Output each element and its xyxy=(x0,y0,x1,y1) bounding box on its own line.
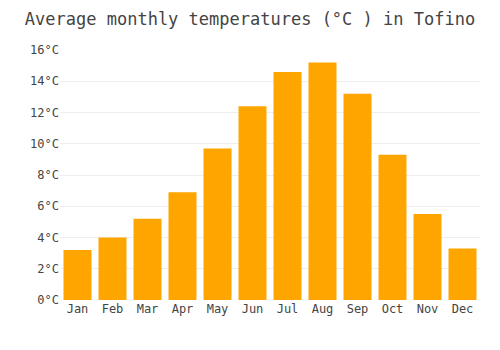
svg-text:8°C: 8°C xyxy=(37,168,59,182)
svg-text:14°C: 14°C xyxy=(30,74,59,88)
svg-text:Feb: Feb xyxy=(102,302,124,316)
svg-text:16°C: 16°C xyxy=(30,43,59,57)
svg-text:Sep: Sep xyxy=(347,302,369,316)
svg-text:Aug: Aug xyxy=(312,302,334,316)
svg-text:Apr: Apr xyxy=(172,302,194,316)
svg-text:12°C: 12°C xyxy=(30,106,59,120)
svg-text:Dec: Dec xyxy=(452,302,474,316)
svg-text:2°C: 2°C xyxy=(37,262,59,276)
svg-text:0°C: 0°C xyxy=(37,293,59,307)
svg-text:Mar: Mar xyxy=(137,302,159,316)
svg-text:Jul: Jul xyxy=(277,302,299,316)
svg-text:Nov: Nov xyxy=(417,302,439,316)
svg-text:Average monthly temperatures (: Average monthly temperatures (°C ) in To… xyxy=(25,9,475,29)
svg-text:Jun: Jun xyxy=(242,302,264,316)
svg-text:6°C: 6°C xyxy=(37,199,59,213)
svg-text:Jan: Jan xyxy=(67,302,89,316)
svg-text:Oct: Oct xyxy=(382,302,404,316)
svg-text:10°C: 10°C xyxy=(30,137,59,151)
svg-text:4°C: 4°C xyxy=(37,231,59,245)
svg-text:May: May xyxy=(207,302,229,316)
